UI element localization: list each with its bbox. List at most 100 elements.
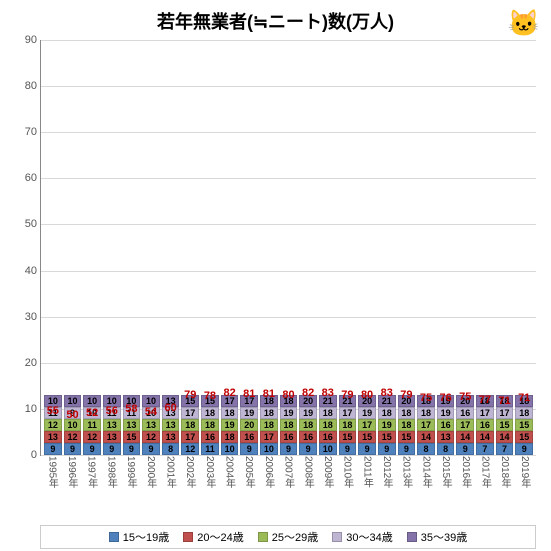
bar-segment: 18 (339, 419, 357, 431)
bar-segment: 17 (181, 431, 199, 443)
bar-segment: 18 (515, 407, 533, 419)
bar-segment: 9 (103, 443, 121, 455)
bar-segment: 10 (319, 443, 337, 455)
bar-segment: 19 (221, 419, 239, 431)
legend-label: 20～24歳 (197, 529, 243, 545)
bar-column: 20181815979 (398, 395, 416, 455)
y-tick-label: 0 (13, 449, 37, 461)
bar-total-label: 79 (398, 389, 416, 402)
bar-column: 10101312954 (142, 395, 160, 455)
bar-total-label: 81 (240, 388, 258, 401)
x-tick-label: 1995年 (43, 456, 61, 504)
bar-total-label: 54 (142, 406, 160, 419)
legend-swatch-icon (332, 532, 342, 542)
bar-column: 10111213955 (44, 395, 62, 455)
x-tick-label: 2002年 (181, 456, 199, 504)
bar-segment: 16 (280, 431, 298, 443)
bar-total-label: 75 (417, 392, 435, 405)
bar-segment: 16 (456, 407, 474, 419)
bar-segment: 19 (299, 407, 317, 419)
bar-segment: 18 (221, 431, 239, 443)
bar-segment: 9 (142, 443, 160, 455)
bar-segment: 13 (162, 419, 180, 431)
bar-column: 10111315958 (123, 395, 141, 455)
y-tick-label: 40 (13, 265, 37, 277)
bar-total-label: 76 (437, 392, 455, 405)
bar-segment: 14 (417, 431, 435, 443)
bar-segment: 17 (456, 419, 474, 431)
bar-segment: 16 (319, 431, 337, 443)
bar-segment: 18 (398, 419, 416, 431)
x-tick-label: 2011年 (358, 456, 376, 504)
legend-item: 25～29歳 (258, 529, 318, 545)
bar-segment: 18 (417, 407, 435, 419)
legend-label: 35～39歳 (421, 529, 467, 545)
bar-segment: 15 (378, 431, 396, 443)
bar-segment: 15 (515, 431, 533, 443)
bar-segment: 17 (496, 407, 514, 419)
bar-total-label: 52 (83, 407, 101, 420)
bar-segment: 19 (378, 419, 396, 431)
bar-total-label: 77 (476, 394, 494, 407)
x-tick-label: 2005年 (240, 456, 258, 504)
legend-swatch-icon (183, 532, 193, 542)
bar-segment: 14 (496, 431, 514, 443)
x-tick-label: 2008年 (299, 456, 317, 504)
legend-swatch-icon (258, 532, 268, 542)
bar-segment: 9 (280, 443, 298, 455)
bar-column: 18171614777 (476, 395, 494, 455)
bar-total-label: 71 (515, 392, 533, 405)
bar-segment: 17 (417, 419, 435, 431)
bar-total-label: 80 (280, 389, 298, 402)
bar-column: 17192016981 (240, 395, 258, 455)
legend-item: 30～34歳 (332, 529, 392, 545)
bar-total-label: 82 (299, 387, 317, 400)
bar-column: 151818161178 (201, 395, 219, 455)
x-tick-label: 2010年 (338, 456, 356, 504)
bar-segment: 10 (221, 443, 239, 455)
bar-segment: 16 (437, 419, 455, 431)
bar-segment: 17 (476, 407, 494, 419)
x-tick-label: 2009年 (319, 456, 337, 504)
bar-segment: 12 (83, 431, 101, 443)
bar-segment: 9 (44, 443, 62, 455)
bar-segment: 9 (358, 443, 376, 455)
bar-segment: 7 (496, 443, 514, 455)
bar-segment: 19 (240, 407, 258, 419)
x-axis-labels: 1995年1996年1997年1998年1999年2000年2001年2002年… (40, 456, 536, 506)
bar-total-label: 58 (123, 403, 141, 416)
y-tick-label: 70 (13, 126, 37, 138)
bar-total-label: 80 (358, 389, 376, 402)
bar-segment: 16 (201, 431, 219, 443)
legend-item: 20～24歳 (183, 529, 243, 545)
bar-total-label: 56 (103, 405, 121, 418)
x-tick-label: 2014年 (417, 456, 435, 504)
legend-item: 35～39歳 (407, 529, 467, 545)
bar-segment: 16 (299, 431, 317, 443)
legend-swatch-icon (109, 532, 119, 542)
bar-segment: 12 (142, 431, 160, 443)
bar-column: 13131313860 (162, 395, 180, 455)
plot-area: 1011121395510910129501010111295210111313… (40, 40, 536, 456)
bar-segment: 18 (280, 419, 298, 431)
bar-total-label: 83 (378, 387, 396, 400)
bar-segment: 15 (398, 431, 416, 443)
bar-segment: 18 (378, 407, 396, 419)
bar-total-label: 78 (201, 390, 219, 403)
bar-total-label: 81 (260, 388, 278, 401)
x-tick-label: 2018年 (496, 456, 514, 504)
bar-total-label: 60 (162, 402, 180, 415)
bar-column: 1091012950 (64, 395, 82, 455)
bar-segment: 15 (515, 419, 533, 431)
bar-segment: 11 (201, 443, 219, 455)
bar-column: 19191613876 (437, 395, 455, 455)
y-tick-label: 10 (13, 403, 37, 415)
bar-segment: 9 (123, 443, 141, 455)
legend-label: 30～34歳 (346, 529, 392, 545)
x-tick-label: 2003年 (201, 456, 219, 504)
legend-label: 25～29歳 (272, 529, 318, 545)
legend-item: 15～19歳 (109, 529, 169, 545)
bar-segment: 9 (456, 443, 474, 455)
bar-segment: 12 (64, 431, 82, 443)
bar-segment: 9 (378, 443, 396, 455)
